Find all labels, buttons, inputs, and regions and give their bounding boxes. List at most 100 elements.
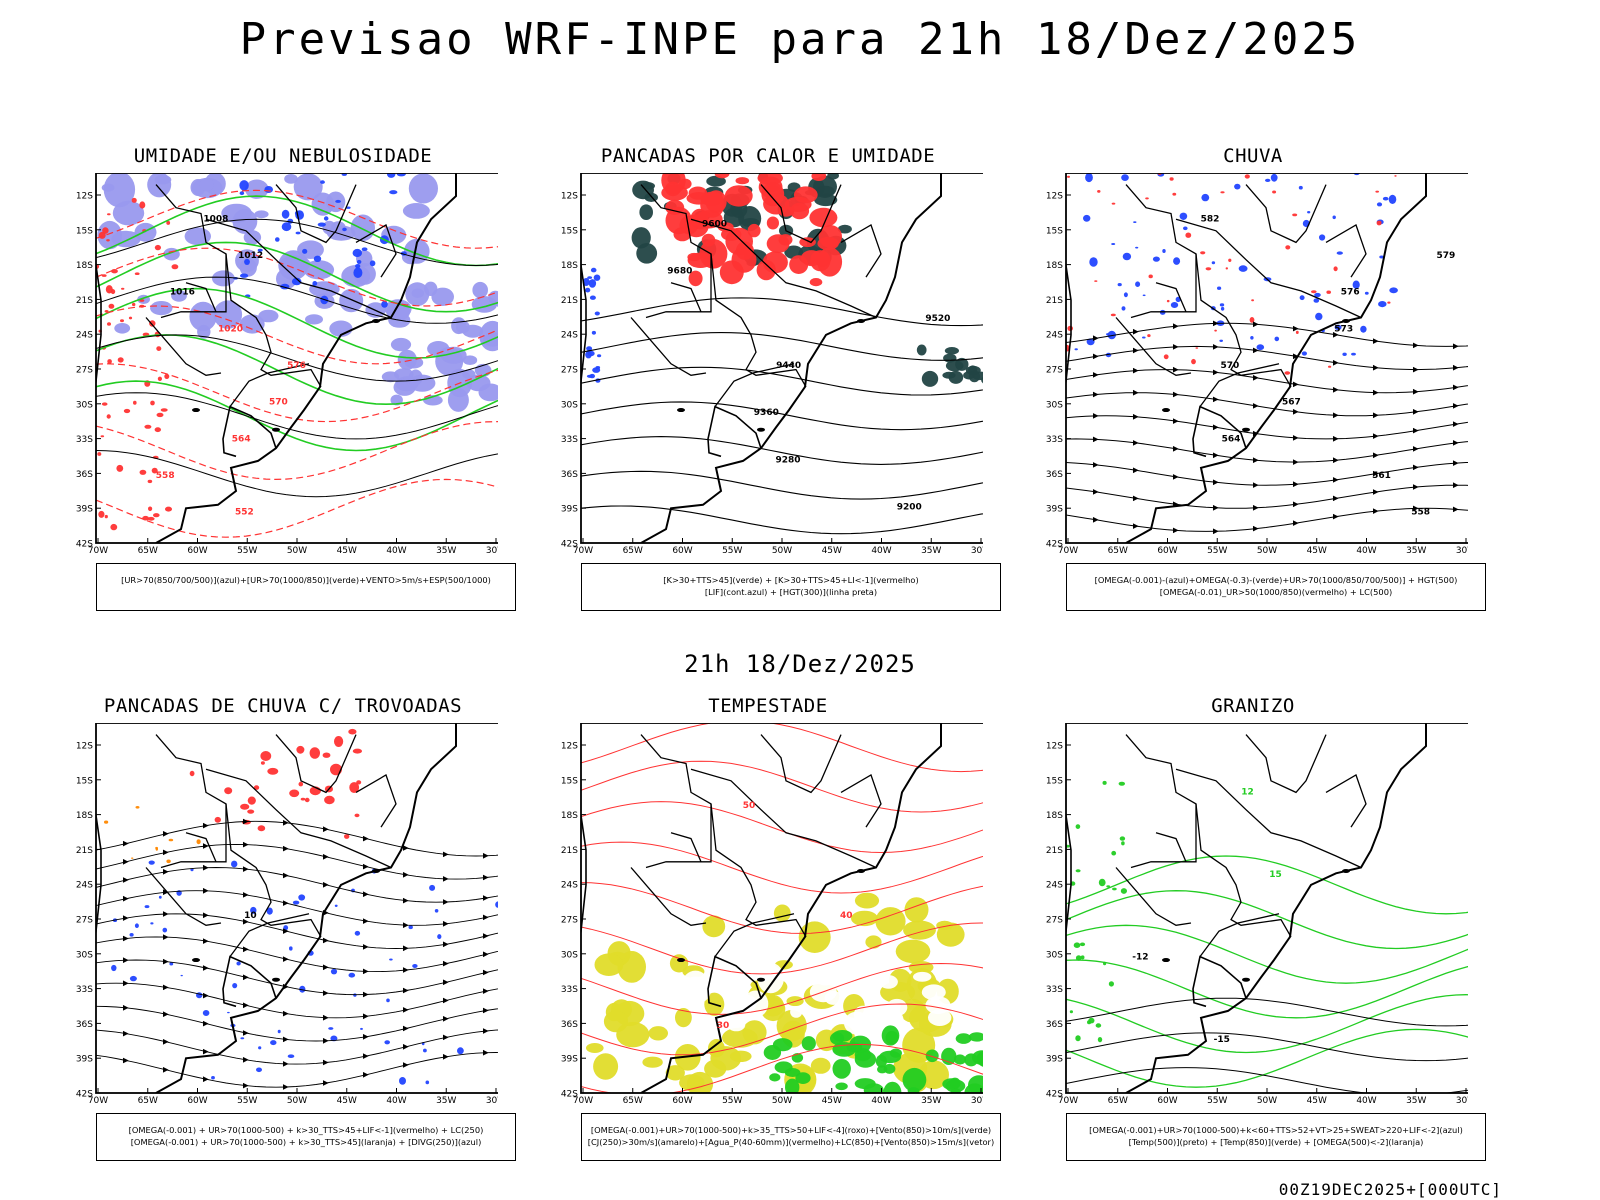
omega-red [1284, 371, 1291, 375]
humidity-shade [199, 177, 214, 192]
stream-arrow [202, 938, 209, 944]
humidity-shade [405, 282, 430, 307]
humidity-red [97, 452, 102, 456]
lc-contour [581, 1043, 1001, 1093]
omega-blue [1334, 324, 1342, 330]
lon-label: 65W [1108, 1096, 1128, 1103]
lif-blue [597, 354, 602, 358]
legend-line: [OMEGA(-0.001)-(azul)+OMEGA(-0.3)-(verde… [1094, 575, 1458, 585]
lat-label: 18S [76, 811, 93, 821]
lat-label: 21S [76, 846, 93, 856]
humidity-blue [381, 300, 388, 308]
humidity-shade [171, 290, 187, 302]
divg-blue [162, 927, 168, 933]
wind-green [763, 1045, 782, 1060]
omega-blue [1179, 212, 1188, 220]
omega-blue [1142, 294, 1146, 297]
humidity-blue [275, 237, 280, 242]
legend-line: [Temp(500)](preto) + [Temp(850)](verde) … [1128, 1137, 1424, 1147]
state-border [1245, 184, 1327, 244]
stream-arrow [242, 1002, 249, 1009]
lat-label: 27S [561, 916, 578, 926]
storm-red [296, 745, 305, 754]
wind-green [784, 1068, 801, 1077]
omega-blue [1173, 257, 1181, 265]
jet-gap [844, 1011, 870, 1035]
humidity-blue [240, 273, 249, 278]
stream-arrow [162, 849, 169, 856]
humidity-red [123, 408, 131, 414]
humidity-shade [245, 179, 269, 199]
stream-arrow [162, 869, 169, 875]
humidity-blue [281, 222, 292, 232]
divg-blue [354, 930, 361, 936]
humidity-red [157, 376, 162, 381]
map-svg: 12 15 -12 -15 12S 15S 18S 21S 24S 27S 30S 33S 36S 39S… [1046, 722, 1487, 1106]
stream-arrow [202, 843, 209, 849]
humidity-shade [232, 209, 258, 234]
wind-green [889, 1048, 902, 1058]
stream-arrow [242, 974, 249, 981]
state-border [1325, 224, 1367, 278]
stream-arrow [1172, 527, 1179, 534]
stream-arrow [1292, 481, 1299, 487]
map-frame: 12 15 -12 -15 12S 15S 18S 21S 24S 27S 30S 33S 36S 39S… [1038, 722, 1487, 1106]
stream-arrow [1292, 501, 1299, 508]
omega-red [1214, 329, 1217, 332]
lc-contour [581, 723, 1001, 773]
thickness-contour [96, 247, 516, 307]
humidity-shade [305, 314, 323, 325]
stream-arrow [202, 965, 209, 971]
omega-blue [1389, 287, 1398, 294]
humidity-shade [101, 183, 115, 192]
lon-label: 60W [187, 1096, 207, 1103]
humidity-red [142, 515, 149, 521]
humidity-red [110, 523, 118, 531]
lat-label: 42S [1046, 540, 1063, 550]
stream-arrow [402, 872, 409, 878]
temp850-detail [1075, 1035, 1081, 1042]
stream-arrow [242, 1057, 249, 1063]
stream-arrow [282, 1061, 289, 1067]
divg-blue [386, 998, 390, 1003]
omega-blue [1332, 215, 1336, 220]
instability-teal [921, 370, 939, 387]
divg-blue [348, 972, 356, 978]
map-svg: 1008 1012 1016 1020 576 570 564 558 552 12S 15S 18S… [76, 172, 517, 556]
stream-arrow [1132, 328, 1139, 335]
map-layers [1066, 173, 1486, 543]
lon-label: 50W [1257, 546, 1277, 553]
temp850-detail [1097, 1037, 1103, 1043]
lake-marker [192, 958, 200, 963]
temp850-detail [1108, 981, 1114, 987]
lat-label: 36S [1046, 1020, 1063, 1030]
omega-red [1387, 301, 1391, 304]
stream-arrow [442, 997, 449, 1004]
humidity-shade [197, 324, 211, 339]
wind-green [881, 1025, 900, 1046]
humidity-red [107, 322, 111, 326]
omega-red [1097, 190, 1101, 193]
state-border [1115, 317, 1192, 376]
lat-label: 24S [1046, 881, 1063, 891]
omega-red [1249, 317, 1255, 323]
stream-arrow [202, 912, 209, 919]
stream-arrow [1292, 325, 1299, 332]
storm-orange [131, 857, 134, 859]
contour-label: 40 [840, 911, 853, 921]
map-layers [96, 723, 516, 1093]
panel-title: PANCADAS POR CALOR E UMIDADE [600, 145, 936, 167]
omega-red [1111, 202, 1116, 205]
wind-green [883, 1081, 902, 1093]
divg-blue [292, 900, 300, 905]
uruguay-border [222, 405, 277, 458]
lake-marker [1162, 408, 1170, 413]
storm-red [247, 796, 256, 805]
lon-label: 45W [822, 546, 842, 553]
lat-label: 30S [76, 400, 93, 410]
divg-blue [129, 933, 134, 937]
temp850-detail [1073, 942, 1081, 948]
storm-red [298, 781, 304, 787]
lat-label: 12S [76, 742, 93, 752]
legend-box: [OMEGA(-0.001)+UR>70(1000-500)+k<60+TTS>… [1066, 1113, 1486, 1161]
